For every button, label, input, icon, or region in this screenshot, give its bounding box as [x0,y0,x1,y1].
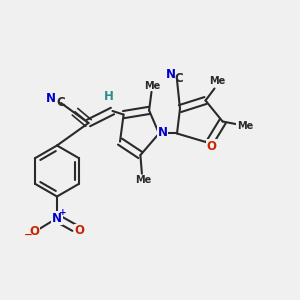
Text: N: N [46,92,56,106]
Text: N: N [52,212,62,225]
Text: Me: Me [237,121,253,131]
Text: Me: Me [144,81,160,91]
Text: Me: Me [135,175,151,185]
Text: N: N [166,68,176,81]
Text: H: H [104,90,114,103]
Text: −: − [24,230,33,240]
Text: C: C [56,96,65,110]
Text: O: O [207,140,217,153]
Text: O: O [29,225,40,238]
Text: O: O [74,224,85,237]
Text: C: C [175,71,184,85]
Text: N: N [158,126,168,140]
Text: Me: Me [209,76,226,86]
Text: +: + [58,208,66,217]
